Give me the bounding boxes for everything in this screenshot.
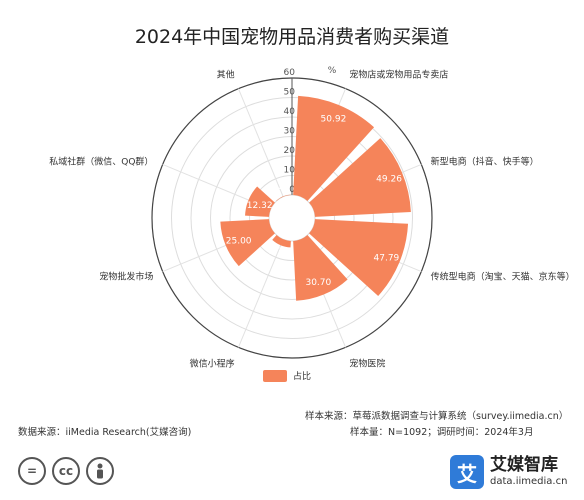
brand-url: data.iimedia.cn — [490, 476, 568, 488]
category-label: 宠物批发市场 — [99, 270, 153, 282]
radial-tick-label: 60 — [284, 68, 296, 78]
bar — [220, 219, 275, 267]
data-label: 0.18 — [269, 182, 289, 192]
brand-name: 艾媒智库 — [490, 455, 558, 476]
radial-tick-label: 30 — [284, 127, 296, 137]
bar — [245, 186, 275, 217]
brand[interactable]: 艾 艾媒智库 data.iimedia.cn — [450, 455, 567, 489]
category-label: 宠物店或宠物用品专卖店 — [349, 68, 448, 80]
sample-source: 样本来源：草莓派数据调查与计算系统（survey.iimedia.cn） — [305, 411, 569, 422]
category-label: 新型电商（抖音、快手等） — [431, 156, 539, 168]
category-label: 微信小程序 — [190, 358, 235, 370]
category-label: 私域社群（微信、QQ群） — [49, 156, 153, 168]
bar — [293, 95, 375, 201]
license-badges: = cc — [18, 457, 114, 485]
data-label: 12.32 — [247, 201, 273, 211]
radial-tick-label: 20 — [284, 146, 296, 156]
data-label: 50.92 — [321, 114, 347, 124]
bar — [309, 219, 409, 296]
data-source: 数据来源：iiMedia Research(艾媒咨询) — [18, 427, 192, 438]
category-label: 传统型电商（淘宝、天猫、京东等） — [431, 270, 575, 282]
unit-label: % — [328, 66, 337, 76]
radial-tick-label: 10 — [284, 166, 296, 176]
grid-spoke — [237, 88, 284, 197]
radial-tick-label: 40 — [284, 107, 296, 117]
bar — [272, 235, 291, 248]
radial-tick-label: 0 — [289, 185, 295, 195]
radial-tick-label: 50 — [284, 88, 296, 98]
data-label: 30.70 — [305, 278, 331, 288]
bar — [293, 235, 348, 301]
legend-label: 占比 — [293, 372, 312, 382]
data-label: 47.79 — [374, 254, 400, 264]
chart-title: 2024年中国宠物用品消费者购买渠道 — [134, 26, 450, 48]
grid-spoke — [237, 239, 284, 348]
nd-icon: = — [18, 457, 46, 485]
center-hole — [270, 196, 314, 240]
category-label: 宠物医院 — [349, 358, 385, 370]
bar — [309, 138, 411, 217]
brand-logo-icon: 艾 — [450, 455, 484, 489]
person-icon — [86, 457, 114, 485]
category-label: 其他 — [217, 68, 235, 80]
legend[interactable]: 占比 — [263, 369, 311, 382]
data-label: 49.26 — [376, 174, 402, 184]
sample-size: 样本量：N=1092；调研时间：2024年3月 — [350, 427, 534, 438]
legend-swatch — [263, 369, 287, 382]
data-label: 3.31 — [269, 247, 289, 257]
data-label: 25.00 — [226, 237, 252, 247]
cc-icon: cc — [52, 457, 80, 485]
